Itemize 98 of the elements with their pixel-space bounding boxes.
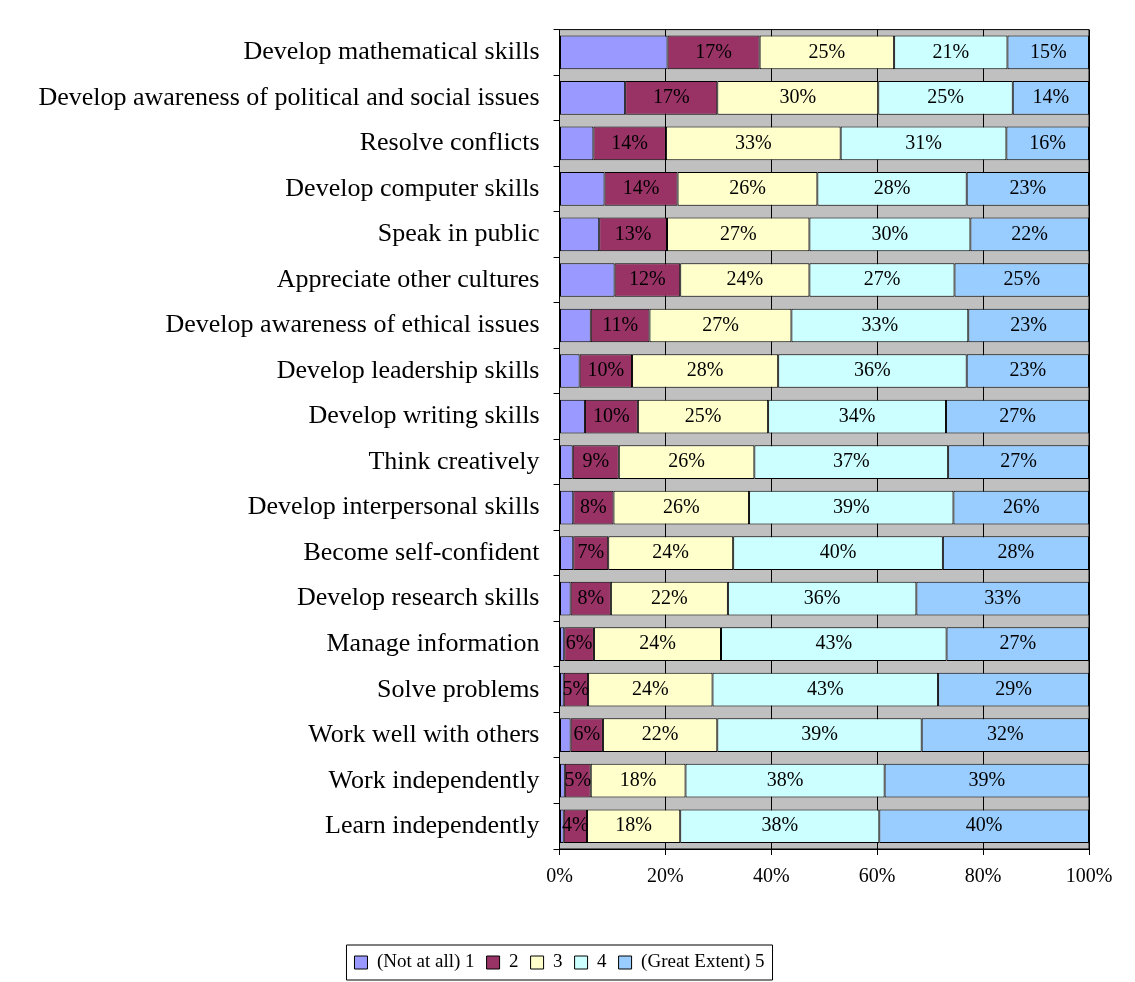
data-label: 33%	[734, 130, 772, 153]
data-label: 37%	[832, 449, 870, 472]
data-label: 16%	[1029, 130, 1067, 153]
data-label: 28%	[997, 540, 1035, 563]
data-label: 30%	[871, 221, 909, 244]
data-label: 27%	[999, 631, 1037, 654]
x-tick-label: 20%	[647, 864, 684, 887]
data-label: 10%	[593, 403, 630, 426]
data-label: 12%	[629, 267, 666, 290]
data-label: 36%	[854, 358, 891, 381]
y-tick-label: Resolve conflicts	[359, 127, 540, 157]
data-label: 30%	[779, 85, 817, 108]
y-tick-label: Work independently	[328, 764, 540, 794]
data-label: 22%	[651, 585, 688, 608]
legend-label: (Great Extent) 5	[641, 950, 765, 973]
data-label: 27%	[1000, 449, 1037, 472]
data-label: 27%	[999, 403, 1036, 426]
data-label: 28%	[686, 358, 724, 381]
data-label: 28%	[873, 176, 911, 199]
legend-label: 4	[597, 950, 608, 972]
data-label: 11%	[602, 312, 639, 335]
data-label: 31%	[905, 130, 942, 153]
data-label: 25%	[808, 39, 846, 62]
y-tick-label: Develop mathematical skills	[243, 36, 540, 66]
data-label: 22%	[1011, 221, 1049, 244]
data-label: 29%	[995, 676, 1032, 699]
x-tick-label: 60%	[858, 864, 896, 887]
data-label: 7%	[577, 540, 605, 563]
data-label: 23%	[1009, 358, 1047, 381]
data-label: 26%	[662, 494, 700, 517]
data-label: 26%	[1002, 494, 1040, 517]
data-label: 34%	[838, 403, 876, 426]
y-tick-label: Appreciate other cultures	[276, 263, 540, 293]
data-label: 39%	[832, 494, 870, 517]
data-label: 27%	[863, 267, 901, 290]
data-label: 6%	[573, 722, 601, 745]
data-label: 33%	[984, 585, 1022, 608]
y-tick-label: Manage information	[326, 627, 540, 657]
data-label: 23%	[1010, 312, 1047, 335]
legend-label: 2	[509, 950, 519, 972]
data-label: 33%	[861, 312, 899, 335]
data-label: 27%	[719, 221, 757, 244]
data-label: 26%	[729, 176, 766, 199]
data-label: 40%	[819, 540, 857, 563]
data-label: 39%	[801, 722, 838, 745]
data-label: 38%	[766, 767, 804, 790]
y-tick-label: Speak in public	[377, 218, 540, 248]
y-tick-label: Develop computer skills	[285, 172, 540, 202]
y-tick-label: Become self-confident	[303, 536, 541, 566]
legend-label: 3	[553, 950, 563, 972]
data-label: 17%	[652, 85, 690, 108]
data-label: 22%	[641, 722, 679, 745]
data-label: 23%	[1009, 176, 1047, 199]
data-label: 21%	[932, 39, 970, 62]
data-label: 14%	[622, 176, 660, 199]
y-tick-label: Develop interpersonal skills	[247, 491, 540, 521]
y-tick-label: Solve problems	[377, 673, 540, 703]
data-label: 25%	[684, 403, 722, 426]
data-label: 8%	[577, 585, 605, 608]
x-tick-label: 80%	[964, 864, 1002, 887]
data-label: 18%	[619, 767, 657, 790]
y-tick-label: Develop awareness of ethical issues	[165, 309, 540, 339]
data-label: 9%	[582, 449, 610, 472]
data-label: 18%	[615, 813, 652, 836]
x-tick-label: 0%	[546, 864, 573, 887]
data-label: 24%	[726, 267, 764, 290]
data-label: 25%	[927, 85, 964, 108]
y-tick-label: Think creatively	[368, 445, 540, 475]
data-label: 36%	[803, 585, 841, 608]
data-label: 14%	[611, 130, 648, 153]
data-label: 24%	[652, 540, 690, 563]
data-label: 17%	[695, 39, 732, 62]
data-label: 10%	[587, 358, 625, 381]
data-label: 6%	[565, 631, 593, 654]
y-tick-label: Work well with others	[308, 719, 540, 749]
data-label: 43%	[806, 676, 844, 699]
data-label: 27%	[702, 312, 739, 335]
x-tick-label: 100%	[1065, 864, 1113, 887]
data-label: 24%	[639, 631, 676, 654]
y-tick-label: Develop research skills	[296, 582, 540, 612]
data-label: 32%	[987, 722, 1024, 745]
y-tick-label: Develop awareness of political and social issues	[38, 81, 540, 111]
data-label: 14%	[1032, 85, 1070, 108]
y-tick-label: Learn independently	[325, 810, 540, 840]
y-tick-label: Develop writing skills	[308, 400, 540, 430]
y-tick-label: Develop leadership skills	[276, 354, 540, 384]
data-label: 38%	[761, 813, 799, 836]
x-tick-label: 40%	[752, 864, 790, 887]
data-label: 13%	[614, 221, 652, 244]
data-label: 25%	[1003, 267, 1041, 290]
data-label: 8%	[580, 494, 607, 517]
legend-label: (Not at all) 1	[376, 950, 475, 973]
data-label: 24%	[631, 676, 669, 699]
data-label: 15%	[1029, 39, 1067, 62]
data-label: 43%	[815, 631, 853, 654]
data-label: 26%	[668, 449, 705, 472]
data-label: 39%	[968, 767, 1006, 790]
data-label: 40%	[965, 813, 1003, 836]
